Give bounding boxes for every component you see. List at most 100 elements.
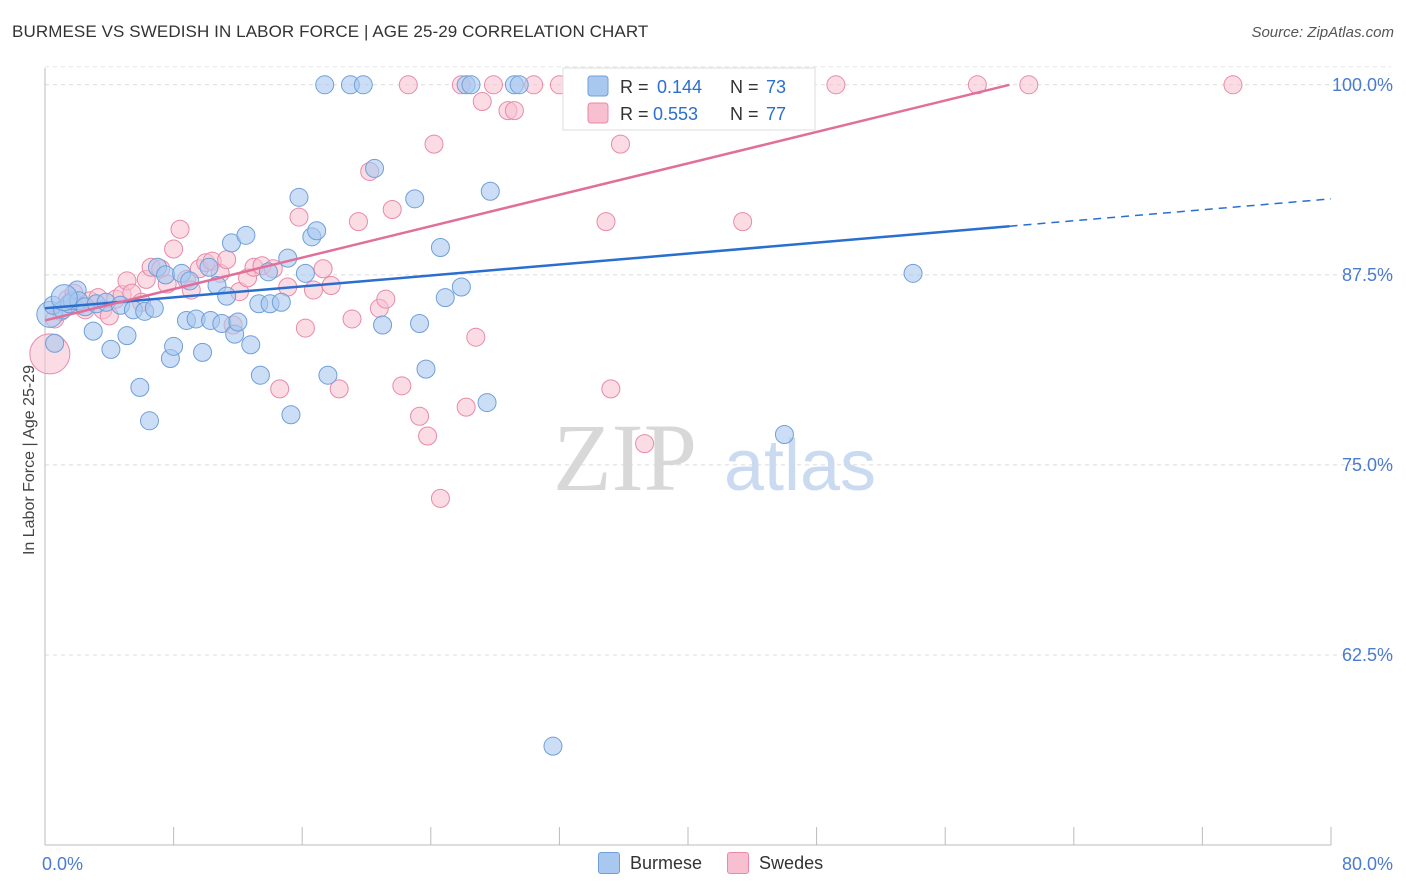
burmese-point <box>193 342 213 362</box>
bottom-legend: Burmese Swedes <box>598 852 843 879</box>
burmese-point <box>139 411 159 431</box>
swedes-point <box>601 379 621 399</box>
trend-lines <box>44 83 1332 322</box>
watermark-atlas: atlas <box>724 426 876 506</box>
burmese-point <box>228 312 248 332</box>
burmese-point <box>45 333 65 353</box>
swedes-point <box>410 406 430 426</box>
burmese-point <box>416 359 436 379</box>
legend-burmese-r-label: R = <box>620 77 649 97</box>
y-tick-label: 100.0% <box>1332 75 1393 95</box>
burmese-point <box>353 75 373 95</box>
swedes-point <box>270 379 290 399</box>
swedes-point <box>456 397 476 417</box>
burmese-point <box>236 225 256 245</box>
burmese-point <box>410 314 430 334</box>
burmese-point <box>461 75 481 95</box>
swedes-point <box>398 75 418 95</box>
swedes-point <box>382 199 402 219</box>
burmese-label: Burmese <box>630 852 703 873</box>
chart-title: BURMESE VS SWEDISH IN LABOR FORCE | AGE … <box>12 22 649 41</box>
x-tick-label-max: 80.0% <box>1342 854 1393 874</box>
y-tick-label: 87.5% <box>1342 265 1393 285</box>
burmese-point <box>543 736 563 756</box>
burmese-point <box>83 321 103 341</box>
swedes-point <box>313 259 333 279</box>
burmese-point <box>164 336 184 356</box>
burmese-point <box>430 237 450 257</box>
bottom-legend-swedes[interactable]: Swedes <box>727 852 823 874</box>
burmese-point <box>295 263 315 283</box>
burmese-point <box>278 248 298 268</box>
swedes-point <box>170 219 190 239</box>
tick-labels: 62.5% 75.0% 87.5% 100.0% 0.0% 80.0% <box>42 75 1393 874</box>
swedes-point <box>430 488 450 508</box>
swedes-point <box>329 379 349 399</box>
swedes-point <box>217 250 237 270</box>
burmese-point <box>315 75 335 95</box>
legend-swedes-swatch <box>587 102 609 124</box>
burmese-point <box>241 335 261 355</box>
burmese-point <box>250 365 270 385</box>
legend-burmese-swatch <box>587 75 609 97</box>
burmese-point <box>281 405 301 425</box>
burmese-point <box>130 377 150 397</box>
burmese-point <box>774 424 794 444</box>
y-tick-label: 75.0% <box>1342 455 1393 475</box>
burmese-point <box>50 284 78 312</box>
burmese-point <box>365 158 385 178</box>
burmese-point <box>101 339 121 359</box>
x-tick-label-min: 0.0% <box>42 854 83 874</box>
burmese-point <box>480 181 500 201</box>
y-tick-label: 62.5% <box>1342 645 1393 665</box>
legend-swedes-n-label: N = <box>730 104 759 124</box>
burmese-point <box>405 189 425 209</box>
legend-swedes-r-value: 0.553 <box>653 104 698 124</box>
burmese-point <box>318 365 338 385</box>
swedes-point <box>418 426 438 446</box>
swedes-point <box>348 212 368 232</box>
burmese-point <box>144 298 164 318</box>
swedes-point <box>826 75 846 95</box>
bottom-legend-burmese[interactable]: Burmese <box>598 852 702 874</box>
swedes-points <box>29 75 1243 508</box>
legend-swedes-n-value: 77 <box>766 104 786 124</box>
swedes-swatch <box>727 852 750 874</box>
legend-burmese-r-value: 0.144 <box>657 77 702 97</box>
burmese-point <box>373 315 393 335</box>
burmese-point <box>117 326 137 346</box>
burmese-point <box>509 75 529 95</box>
burmese-point <box>435 288 455 308</box>
source-label: Source: ZipAtlas.com <box>1251 24 1394 41</box>
swedes-label: Swedes <box>759 852 824 873</box>
swedes-point <box>164 239 184 259</box>
swedes-point <box>504 101 524 121</box>
burmese-point <box>271 292 291 312</box>
watermark: ZIP atlas <box>553 404 876 511</box>
burmese-point <box>307 221 327 241</box>
swedes-trend-line <box>44 83 1010 322</box>
swedes-point <box>596 212 616 232</box>
swedes-point <box>466 327 486 347</box>
burmese-trend-line <box>44 224 1010 310</box>
swedes-point <box>733 212 753 232</box>
burmese-point <box>199 257 219 277</box>
swedes-point <box>1019 75 1039 95</box>
burmese-points <box>36 75 923 756</box>
swedes-point <box>392 376 412 396</box>
swedes-point <box>376 289 396 309</box>
swedes-point <box>635 434 655 454</box>
legend-burmese-n-value: 73 <box>766 77 786 97</box>
watermark-zip: ZIP <box>553 404 697 511</box>
swedes-point <box>472 92 492 112</box>
burmese-point <box>156 265 176 285</box>
burmese-point <box>217 286 237 306</box>
burmese-point <box>289 187 309 207</box>
stats-legend: R = 0.144 N = 73 R = 0.553 N = 77 <box>562 67 816 131</box>
burmese-point <box>477 393 497 413</box>
swedes-point <box>610 134 630 154</box>
burmese-swatch <box>598 852 620 874</box>
swedes-point <box>483 75 503 95</box>
swedes-point <box>1223 75 1243 95</box>
